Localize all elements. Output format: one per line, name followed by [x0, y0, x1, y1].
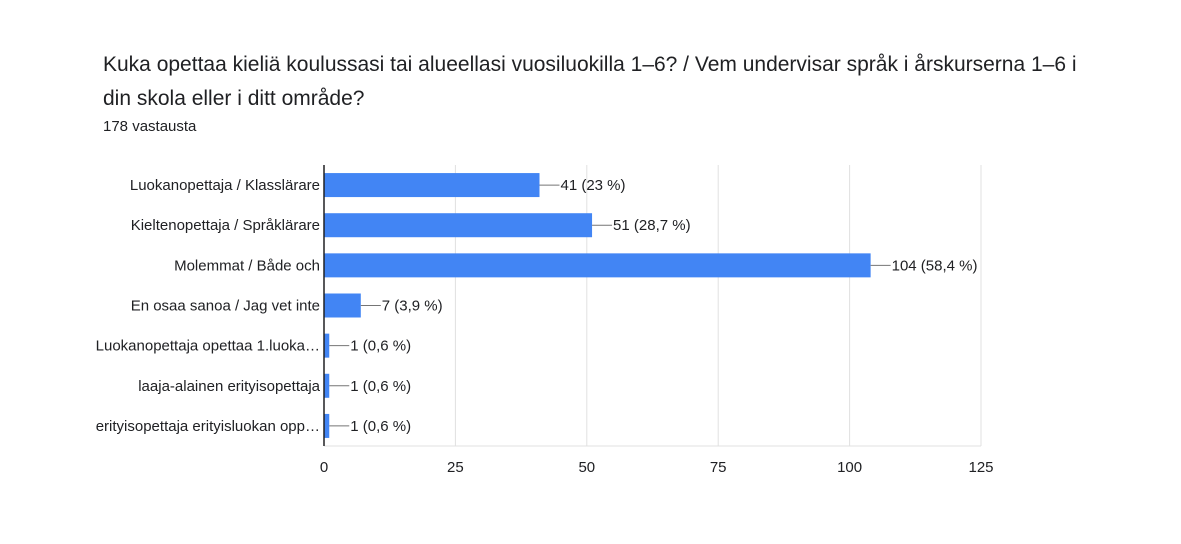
- x-tick-label: 100: [837, 459, 862, 476]
- response-count: 178 vastausta: [103, 118, 197, 135]
- x-tick-label: 0: [320, 459, 328, 476]
- data-label: 1 (0,6 %): [350, 378, 411, 395]
- category-label: Kieltenopettaja / Språklärare: [131, 217, 320, 234]
- bar: [324, 213, 593, 238]
- category-label: laaja-alainen erityisopettaja: [138, 378, 320, 395]
- data-label: 41 (23 %): [560, 177, 625, 194]
- data-label: 7 (3,9 %): [382, 298, 443, 315]
- category-label: Luokanopettaja opettaa 1.luoka…: [96, 338, 320, 355]
- bar: [324, 173, 540, 198]
- bar: [324, 373, 330, 398]
- bar: [324, 413, 330, 438]
- x-tick-label: 25: [447, 459, 464, 476]
- chart-title: Kuka opettaa kieliä koulussasi tai aluee…: [103, 53, 1077, 110]
- category-label: Molemmat / Både och: [174, 257, 320, 274]
- bar: [324, 253, 871, 278]
- bar: [324, 333, 330, 358]
- data-label: 1 (0,6 %): [350, 418, 411, 435]
- category-label: erityisopettaja erityisluokan opp…: [96, 418, 320, 435]
- x-tick-label: 75: [710, 459, 727, 476]
- bar: [324, 293, 361, 318]
- data-label: 104 (58,4 %): [892, 257, 978, 274]
- x-tick-label: 125: [968, 459, 993, 476]
- category-label: En osaa sanoa / Jag vet inte: [131, 298, 320, 315]
- category-label: Luokanopettaja / Klasslärare: [130, 177, 320, 194]
- x-tick-label: 50: [578, 459, 595, 476]
- data-label: 1 (0,6 %): [350, 338, 411, 355]
- data-label: 51 (28,7 %): [613, 217, 691, 234]
